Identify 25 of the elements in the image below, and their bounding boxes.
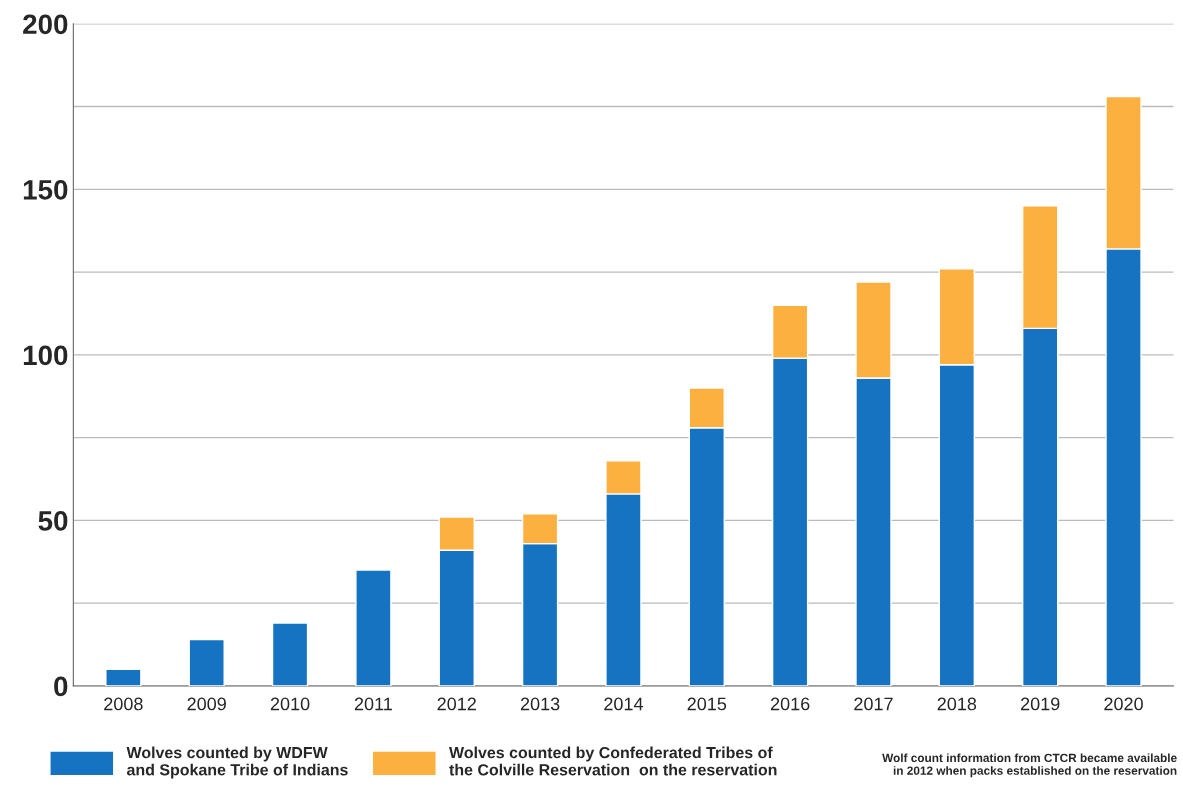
x-tick-label: 2020 xyxy=(1104,697,1143,711)
bar xyxy=(271,622,309,686)
y-tick-label: 150 xyxy=(23,180,68,200)
x-tick-label: 2011 xyxy=(354,697,392,711)
x-tick-label: 2018 xyxy=(937,697,977,711)
x-tick-label: 2010 xyxy=(270,697,310,711)
x-tick-label: 2019 xyxy=(1021,697,1060,711)
bar xyxy=(355,569,392,686)
x-tick-label: 2009 xyxy=(187,697,226,711)
text: Wolf count information from CTCR became available in 2012 when packs established on the reservation xyxy=(882,753,1177,778)
x-tick-label: 2016 xyxy=(770,697,810,711)
y-tick-label: 50 xyxy=(38,511,68,531)
x-tick-label: 2015 xyxy=(687,697,727,711)
x-tick-label: 2012 xyxy=(437,697,476,711)
legend-label: Wolves counted by WDFW and Spokane Tribe of Indians xyxy=(126,746,348,779)
y-tick-label: 200 xyxy=(23,14,68,35)
legend-label: Wolves counted by Confederated Tribes of the Colville Reservation on the reservation xyxy=(449,746,777,776)
y-tick-label: 0 xyxy=(54,676,68,697)
x-tick-label: 2008 xyxy=(104,697,143,711)
x-tick-label: 2014 xyxy=(604,697,643,711)
bar xyxy=(188,638,225,686)
x-tick-label: 2013 xyxy=(520,697,560,711)
bar xyxy=(105,668,142,686)
y-tick-label: 100 xyxy=(23,345,68,366)
x-tick-label: 2017 xyxy=(854,697,893,711)
